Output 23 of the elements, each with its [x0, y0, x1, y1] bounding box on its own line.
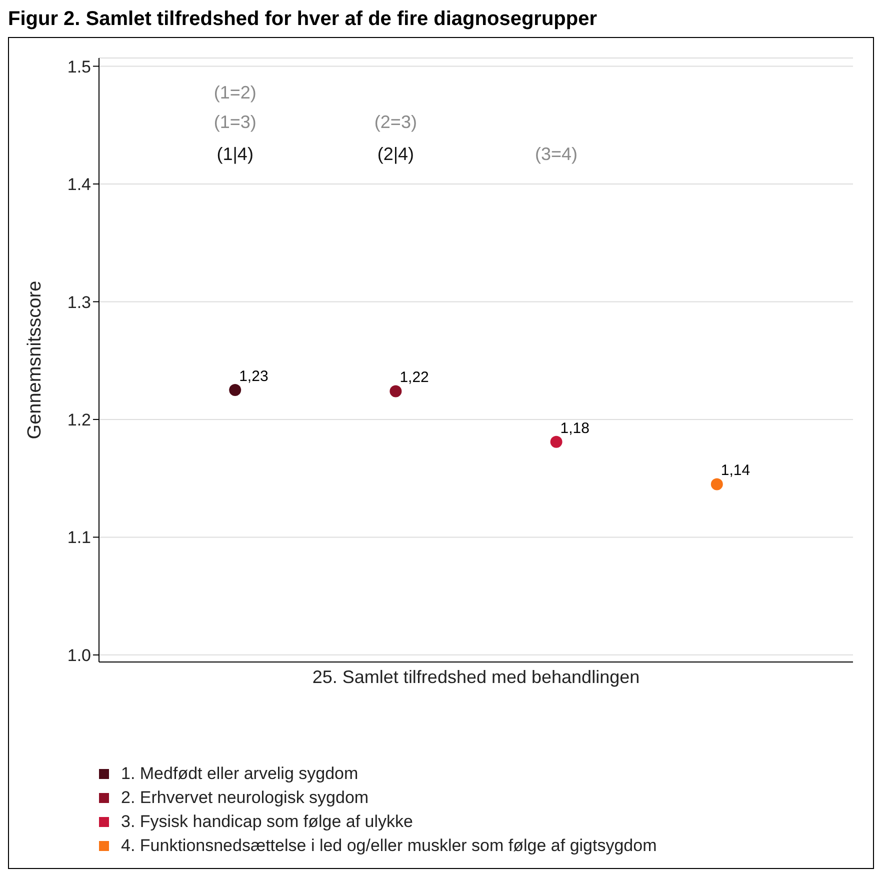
legend-label: 2. Erhvervet neurologisk sygdom: [121, 787, 369, 809]
legend-label: 1. Medfødt eller arvelig sygdom: [121, 763, 358, 785]
y-tick-label: 1.5: [67, 57, 91, 76]
annotation: (2|4): [377, 144, 414, 164]
y-tick-label: 1.0: [67, 646, 91, 665]
annotation: (1=3): [214, 112, 256, 132]
x-tick-label: 25. Samlet tilfredshed med behandlingen: [312, 666, 640, 687]
y-tick-label: 1.4: [67, 175, 91, 194]
chart-title: Figur 2. Samlet tilfredshed for hver af de fire diagnosegrupper: [8, 8, 598, 31]
annotation: (2=3): [374, 112, 417, 132]
annotation: (3=4): [535, 144, 578, 164]
y-tick-label: 1.1: [67, 528, 91, 548]
data-label: 1,23: [239, 368, 268, 386]
annotation: (1=2): [214, 82, 256, 103]
data-label: 1,14: [720, 462, 750, 480]
legend-label: 4. Funktionsnedsættelse i led og/eller muskler som følge af gigtsygdom: [121, 835, 657, 857]
annotation: (1|4): [216, 144, 254, 164]
data-label: 1,22: [400, 369, 429, 386]
y-axis-title: Gennemsnitsscore: [24, 280, 46, 440]
y-tick-label: 1.3: [67, 292, 91, 312]
legend-label: 3. Fysisk handicap som følge af ulykke: [121, 811, 413, 833]
data-label: 1,18: [560, 420, 590, 437]
y-tick-label: 1.2: [67, 410, 91, 430]
